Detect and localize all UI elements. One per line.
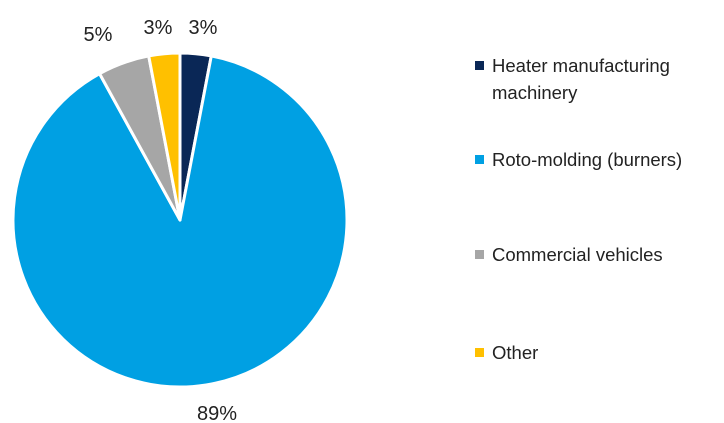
legend-label: Commercial vehicles bbox=[492, 244, 663, 265]
legend-swatch bbox=[475, 61, 484, 70]
legend-label: Heater manufacturing machinery bbox=[492, 55, 670, 103]
slice-other bbox=[147, 51, 182, 222]
pie-slices bbox=[11, 51, 349, 389]
legend-item-roto-molding: Roto-molding (burners) bbox=[475, 146, 720, 173]
legend-swatch bbox=[475, 155, 484, 164]
data-label-commercial-vehicles: 5% bbox=[84, 24, 113, 46]
data-label-other: 3% bbox=[144, 17, 173, 39]
data-label-heater-machinery: 3% bbox=[189, 17, 218, 39]
legend-item-heater-machinery: Heater manufacturing machinery bbox=[475, 52, 720, 106]
legend-swatch bbox=[475, 250, 484, 259]
data-label-roto-molding: 89% bbox=[197, 403, 237, 423]
data-labels: 3% 89% 5% 3% bbox=[84, 17, 238, 423]
legend-swatch bbox=[475, 348, 484, 357]
legend-item-commercial-vehicles: Commercial vehicles bbox=[475, 241, 720, 268]
legend-label: Roto-molding (burners) bbox=[492, 149, 683, 170]
legend-item-other: Other bbox=[475, 339, 720, 366]
legend-label: Other bbox=[492, 342, 539, 363]
